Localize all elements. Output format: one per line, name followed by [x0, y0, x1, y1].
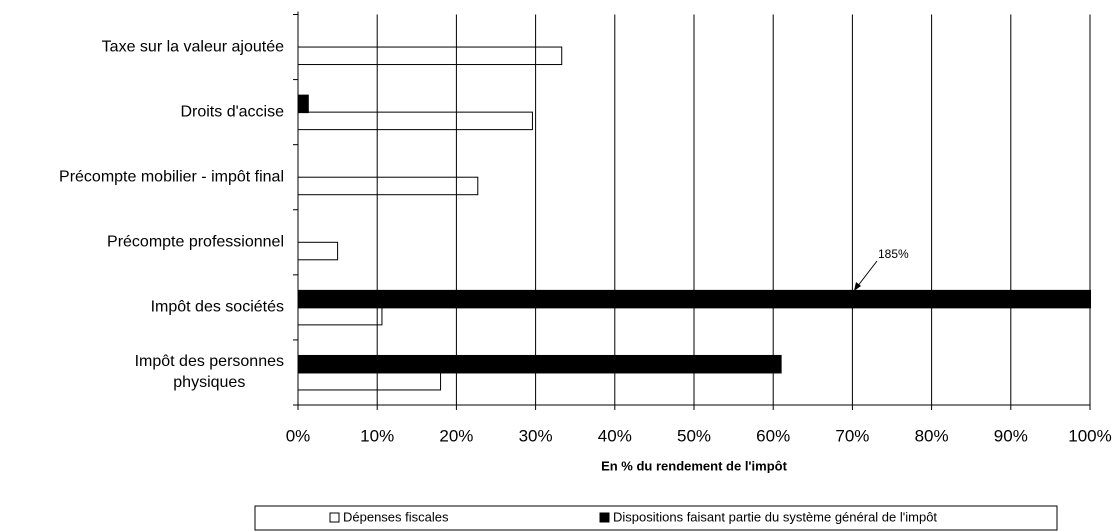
y-tick-label: Impôt des personnes physiques: [134, 353, 284, 392]
y-tick-label: Impôt des sociétés: [150, 298, 284, 316]
bar: [298, 354, 782, 374]
bar: [298, 111, 533, 131]
bar: [298, 176, 479, 196]
x-tick-label: 0%: [286, 426, 311, 445]
x-tick-label: 30%: [519, 426, 553, 445]
legend-label: Dépenses fiscales: [343, 509, 449, 524]
annotation-arrow: [856, 260, 878, 288]
plot-area: [298, 46, 1091, 391]
annotation: 185%: [878, 247, 909, 261]
legend-box: [254, 505, 1058, 531]
x-tick-label: 20%: [439, 426, 473, 445]
y-tick-label: Droits d'accise: [180, 103, 284, 121]
legend-swatch: [599, 512, 610, 523]
bar: [298, 46, 563, 66]
bar: [298, 306, 383, 326]
bar: [298, 241, 339, 261]
x-axis-title: En % du rendement de l'impôt: [601, 458, 787, 473]
x-tick-label: 90%: [994, 426, 1028, 445]
y-tick-label: Précompte professionnel: [107, 233, 284, 251]
bar: [298, 289, 1091, 309]
legend-label: Dispositions faisant partie du système g…: [613, 509, 937, 524]
x-tick-label: 100%: [1068, 426, 1111, 445]
y-tick-label: Précompte mobilier - impôt final: [59, 168, 284, 186]
bar: [298, 94, 309, 114]
x-tick-label: 50%: [677, 426, 711, 445]
annotation-arrowhead: [854, 282, 861, 291]
x-tick-label: 80%: [915, 426, 949, 445]
x-tick-label: 70%: [835, 426, 869, 445]
y-tick-label: Taxe sur la valeur ajoutée: [101, 38, 284, 56]
x-tick-label: 40%: [598, 426, 632, 445]
legend-swatch: [329, 512, 340, 523]
bar: [298, 371, 442, 391]
x-tick-label: 10%: [360, 426, 394, 445]
x-tick-label: 60%: [756, 426, 790, 445]
